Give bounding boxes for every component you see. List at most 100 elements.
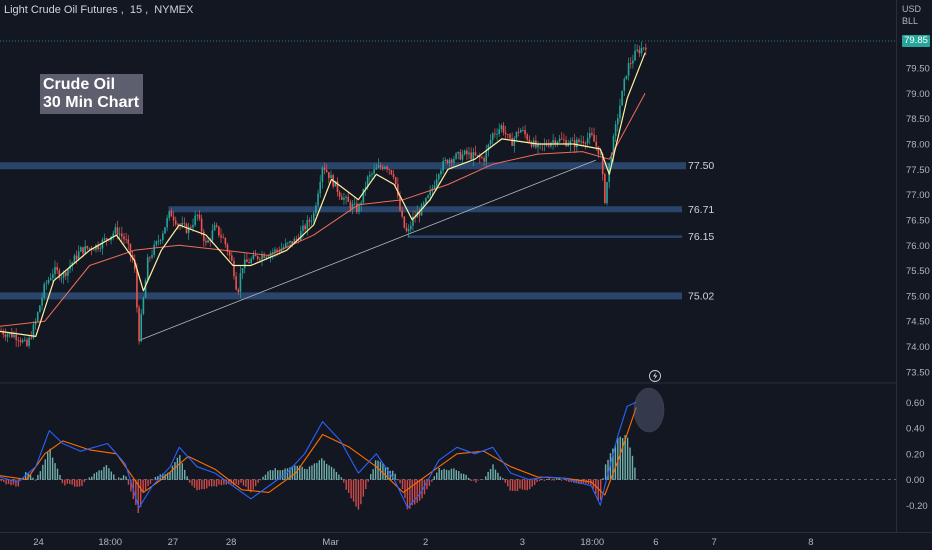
candle-body xyxy=(476,155,479,156)
macd-tick-label: 0.40 xyxy=(906,424,925,435)
macd-histogram-bar xyxy=(399,479,401,484)
macd-histogram-bar xyxy=(516,479,519,492)
candle-body xyxy=(500,125,503,130)
macd-histogram-bar xyxy=(313,463,316,480)
macd-histogram-bar xyxy=(272,470,274,480)
candle-body xyxy=(60,277,63,279)
macd-histogram-bar xyxy=(54,463,56,480)
candle-body xyxy=(450,159,453,163)
candle-body xyxy=(77,251,80,260)
candle-body xyxy=(34,321,37,325)
candle-body xyxy=(291,241,293,245)
candle-body xyxy=(168,211,171,219)
candle-body xyxy=(323,167,326,170)
price-tick-label: 74.50 xyxy=(906,317,930,328)
macd-histogram-bar xyxy=(93,473,95,480)
macd-histogram-bar xyxy=(543,479,546,481)
candle-body xyxy=(256,256,259,259)
macd-histogram-bar xyxy=(254,479,257,487)
macd-histogram-bar xyxy=(299,465,301,480)
candle-body xyxy=(584,143,587,144)
candle-body xyxy=(640,47,643,54)
time-tick-label: 27 xyxy=(168,537,179,548)
candle-body xyxy=(259,258,261,260)
macd-histogram-bar xyxy=(301,466,303,480)
macd-histogram-bar xyxy=(458,471,460,480)
candle-body xyxy=(183,223,186,224)
candle-body xyxy=(289,241,291,243)
macd-histogram-bar xyxy=(274,468,276,480)
macd-histogram-bar xyxy=(333,468,335,480)
candle-body xyxy=(526,134,529,140)
candle-body xyxy=(612,136,615,157)
level-band xyxy=(0,292,682,300)
macd-histogram-bar xyxy=(169,472,171,480)
candle-body xyxy=(142,297,145,314)
macd-histogram-bar xyxy=(110,471,113,480)
candle-body xyxy=(560,138,563,140)
candle-body xyxy=(455,153,457,159)
macd-histogram-bar xyxy=(345,479,347,490)
candle-body xyxy=(634,50,636,61)
candle-body xyxy=(438,174,440,180)
candle-body xyxy=(429,191,431,196)
macd-histogram-bar xyxy=(438,468,440,480)
macd-histogram-bar xyxy=(418,479,421,501)
candle-body xyxy=(440,170,442,175)
candle-body xyxy=(422,202,425,205)
chart-annotation[interactable]: Crude Oil 30 Min Chart xyxy=(40,74,144,114)
candle-body xyxy=(233,260,235,277)
macd-histogram-bar xyxy=(448,470,450,480)
candle-body xyxy=(263,254,265,258)
candle-body xyxy=(306,220,309,230)
macd-histogram-bar xyxy=(599,479,602,501)
macd-histogram-bar xyxy=(472,479,475,481)
macd-histogram-bar xyxy=(277,470,279,480)
macd-histogram-bar xyxy=(47,452,49,480)
candle-body xyxy=(524,129,526,135)
macd-histogram-bar xyxy=(509,479,511,491)
candle-body xyxy=(21,340,24,343)
candle-body xyxy=(384,166,386,169)
macd-histogram-bar xyxy=(499,476,502,480)
candle-body xyxy=(170,211,173,217)
macd-histogram-bar xyxy=(306,469,308,480)
macd-histogram-bar xyxy=(127,479,130,485)
macd-histogram-bar xyxy=(296,465,298,480)
candle-body xyxy=(17,340,20,341)
candle-body xyxy=(601,153,604,175)
macd-histogram-bar xyxy=(617,437,619,480)
candle-body xyxy=(304,225,306,230)
currency-tag[interactable]: USD BLL xyxy=(902,3,928,27)
lightning-glyph xyxy=(653,372,658,380)
macd-histogram-bar xyxy=(257,479,259,483)
macd-histogram-bar xyxy=(64,479,66,486)
macd-histogram-bar xyxy=(350,479,352,499)
macd-histogram-bar xyxy=(39,471,42,480)
candle-body xyxy=(112,233,115,237)
candle-body xyxy=(347,196,350,202)
macd-histogram-bar xyxy=(303,468,306,480)
symbol-header[interactable]: Light Crude Oil Futures, 15, NYMEX xyxy=(4,4,196,16)
macd-histogram-bar xyxy=(450,468,453,480)
candle-body xyxy=(125,239,127,241)
candle-body xyxy=(328,172,330,179)
candle-body xyxy=(330,175,332,179)
candle-body xyxy=(274,249,276,253)
macd-histogram-bar xyxy=(203,479,206,490)
macd-histogram-bar xyxy=(176,457,179,480)
candle-body xyxy=(218,226,220,236)
candle-body xyxy=(599,153,602,155)
macd-histogram-bar xyxy=(149,479,152,484)
macd-histogram-bar xyxy=(374,460,377,480)
candle-body xyxy=(504,132,507,135)
candle-body xyxy=(101,239,104,249)
macd-histogram-bar xyxy=(147,479,149,487)
macd-histogram-bar xyxy=(113,474,115,480)
macd-histogram-bar xyxy=(213,479,215,487)
candle-body xyxy=(162,233,164,241)
candle-body xyxy=(149,257,151,259)
trendline xyxy=(138,159,596,341)
macd-histogram-bar xyxy=(220,479,223,486)
candle-body xyxy=(401,210,403,217)
